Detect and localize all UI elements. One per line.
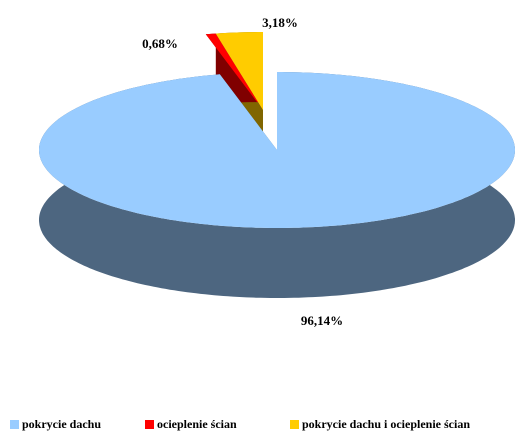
legend-swatch xyxy=(145,420,154,429)
legend-label: pokrycie dachu i ocieplenie ścian xyxy=(302,417,470,431)
slice xyxy=(39,72,515,228)
data-label: 0,68% xyxy=(142,36,178,51)
legend-label: pokrycie dachu xyxy=(22,417,101,431)
legend-swatch xyxy=(10,420,19,429)
legend-swatch xyxy=(290,420,299,429)
data-label: 96,14% xyxy=(301,313,343,328)
slice xyxy=(215,32,263,110)
slice xyxy=(205,33,263,110)
data-label: 3,18% xyxy=(262,15,298,30)
legend-label: ocieplenie ścian xyxy=(157,417,237,431)
